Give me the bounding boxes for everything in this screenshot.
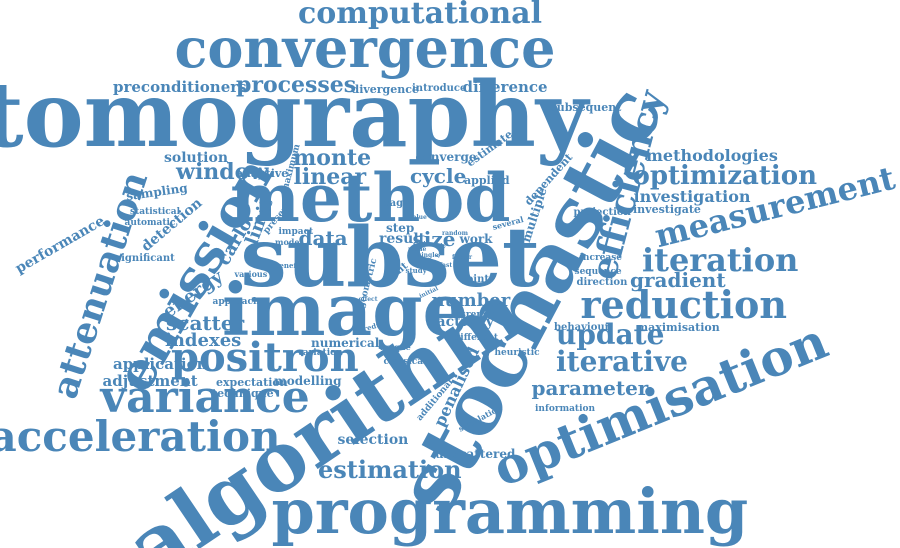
word-different: different (454, 332, 498, 343)
word-processes: processes (236, 72, 357, 98)
word-unscattered: unscattered (435, 447, 516, 461)
word-approach: approach (212, 296, 260, 307)
word-variance: variance (100, 372, 310, 423)
word-impact: impact (278, 226, 314, 237)
word-effect: effect (358, 296, 378, 303)
word-maximisation: maximisation (636, 320, 720, 334)
word-classical: classical (383, 356, 427, 367)
word-adaptive: adaptive (236, 166, 289, 180)
word-positron: positron (171, 334, 359, 381)
word-solution: solution (164, 150, 229, 166)
word-computational: computational (298, 0, 543, 31)
word-unique: unique (379, 342, 411, 352)
word-value: value (409, 214, 427, 221)
word-variation: variation (297, 347, 343, 358)
word-window: window (176, 159, 269, 185)
word-iteration: iteration (642, 241, 799, 279)
word-introduce: introduce (412, 83, 467, 94)
word-tomography: tomography (0, 62, 589, 168)
word-technique: technique (212, 386, 274, 400)
word-single: single (418, 252, 439, 259)
word-converge: converge (415, 150, 477, 164)
word-programming: programming (271, 475, 749, 548)
word-methodologies: methodologies (646, 146, 778, 165)
word-update: update (556, 318, 665, 351)
word-optimization: optimization (632, 161, 818, 191)
word-subsequent: subsequent (550, 100, 622, 114)
word-benefit: benefit (274, 260, 302, 270)
word-increase: increase (579, 252, 623, 263)
word-investigation: investigation (633, 187, 751, 206)
word-indexes: indexes (165, 330, 242, 351)
word-difference: difference (462, 77, 548, 96)
word-step: step (386, 221, 415, 235)
word-divergence: divergence (351, 82, 419, 96)
word-saga: saga (384, 198, 410, 209)
word-automatic: automatic (124, 217, 176, 228)
word-activity: activity (436, 314, 494, 330)
word-convergence: convergence (174, 16, 556, 80)
word-selection: selection (337, 432, 409, 448)
word-size: size (412, 227, 456, 251)
word-application: application (113, 354, 208, 373)
word-estimation: estimation (318, 455, 462, 484)
word-cycle: cycle (410, 164, 467, 188)
word-random: random (442, 230, 468, 237)
word-image: image (222, 267, 469, 352)
word-model: model (275, 237, 303, 247)
word-mode: mode (408, 246, 427, 253)
word-joint: joint (463, 274, 489, 285)
word-study: study (405, 265, 427, 275)
word-projection: projection (573, 207, 631, 218)
word-acceleration: acceleration (0, 412, 281, 461)
word-significant: significant (115, 253, 175, 264)
word-factor: factor (452, 254, 473, 261)
word-applied: applied (464, 173, 510, 187)
word-information: information (535, 403, 596, 414)
word-heuristic: heuristic (494, 347, 540, 358)
word-adjustment: adjustment (102, 371, 198, 390)
word-iterative: iterative (556, 345, 688, 378)
word-subset: subset (240, 210, 540, 306)
word-fast: fast (439, 262, 453, 269)
word-investigate: investigate (633, 202, 701, 216)
word-data: data (298, 226, 348, 250)
word-scatter: scatter (166, 311, 245, 335)
word-direction: direction (576, 277, 628, 288)
word-various: various (234, 269, 268, 279)
word-reduction: reduction (580, 282, 788, 327)
word-linear: linear (293, 164, 367, 190)
word-expectation: expectation (216, 375, 288, 389)
word-method: method (230, 159, 511, 237)
word-preconditioners: preconditioners (113, 77, 247, 96)
word-result: result (379, 231, 426, 247)
word-monte: monte (293, 145, 372, 171)
word-bsrem: bsrem (454, 309, 486, 320)
word-behaviour: behaviour (554, 322, 610, 333)
word-gradient: gradient (630, 268, 726, 292)
word-number: number (431, 290, 511, 311)
word-numerical: numerical (311, 336, 380, 350)
word-modelling: modelling (274, 374, 342, 388)
word-sequence: sequence (574, 266, 622, 277)
word-statistical: statistical (130, 206, 181, 217)
word-parameter: parameter (531, 376, 649, 400)
word-work: work (459, 232, 493, 246)
